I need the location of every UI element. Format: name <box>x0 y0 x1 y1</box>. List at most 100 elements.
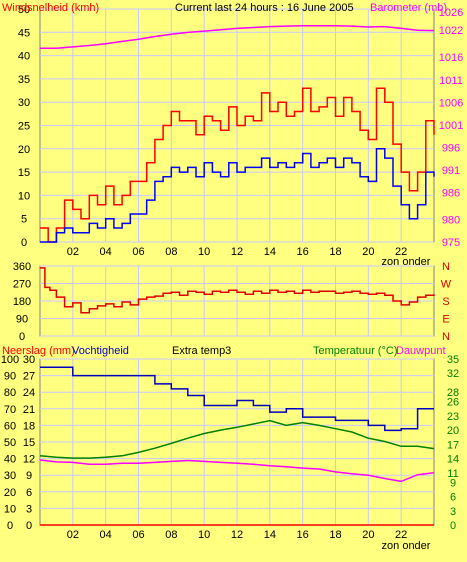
rain-tick-label: 15 <box>23 437 35 449</box>
rain-tick-label: 30 <box>23 354 35 366</box>
rain-axis-title: Neerslag (mm) <box>2 345 75 357</box>
temperature-tick-label: 0 <box>450 520 456 532</box>
humidity-x-tick-label: 08 <box>165 529 177 541</box>
wind-avg-line <box>40 148 435 243</box>
wind-tick-label: 30 <box>18 97 30 109</box>
wind-axis-title: Windsnelheid (kmh) <box>2 2 99 14</box>
humidity-axis-title: Vochtigheid <box>72 345 129 357</box>
direction-tick-label: 360 <box>13 261 31 273</box>
temperature-tick-label: 32 <box>447 368 459 380</box>
direction-tick-label: 270 <box>13 279 31 291</box>
barometer-tick-label: 1016 <box>439 52 463 64</box>
wind-tick-label: 20 <box>18 144 30 156</box>
humidity-tick-label: 50 <box>4 437 16 449</box>
barometer-tick-label: 1001 <box>439 120 463 132</box>
humidity-tick-label: 40 <box>4 454 16 466</box>
rain-tick-label: 0 <box>26 520 32 532</box>
barometer-tick-label: 980 <box>442 214 460 226</box>
direction-tick-label: 0 <box>19 331 25 343</box>
extra-temp-label: Extra temp3 <box>172 345 231 357</box>
humidity-tick-label: 60 <box>4 420 16 432</box>
wind-gust-line <box>40 87 435 243</box>
humidity-x-tick-label: 14 <box>264 529 276 541</box>
wind-x-tick-label: 04 <box>100 246 112 258</box>
temperature-line <box>39 419 435 459</box>
barometer-tick-label: 991 <box>442 165 460 177</box>
wind-tick-label: 50 <box>18 4 30 16</box>
wind-tick-label: 35 <box>18 74 30 86</box>
humidity-tick-label: 30 <box>4 470 16 482</box>
temperature-tick-label: 20 <box>447 425 459 437</box>
temperature-tick-label: 9 <box>450 477 456 489</box>
temperature-tick-label: 3 <box>450 506 456 518</box>
humidity-x-tick-label: 22 <box>395 529 407 541</box>
direction-tick-label: 180 <box>13 296 31 308</box>
temperature-tick-label: 6 <box>450 492 456 504</box>
wind-tick-label: 15 <box>18 167 30 179</box>
humidity-x-tick-label: 20 <box>362 529 374 541</box>
chart-title: Current last 24 hours : 16 June 2005 <box>175 2 354 14</box>
temperature-tick-label: 23 <box>447 411 459 423</box>
humidity-x-tick-label: 06 <box>132 529 144 541</box>
dewpoint-axis-title: Dauwpunt <box>396 345 446 357</box>
barometer-tick-label: 996 <box>442 142 460 154</box>
humidity-x-tick-label: 04 <box>100 529 112 541</box>
wind-x-tick-label: 16 <box>297 246 309 258</box>
direction-compass-label: N <box>442 261 450 273</box>
humidity-x-tick-label: 02 <box>67 529 79 541</box>
wind-x-tick-label: 08 <box>165 246 177 258</box>
direction-compass-label: S <box>442 296 449 308</box>
wind-tick-label: 5 <box>21 214 27 226</box>
humidity-x-tick-label: 12 <box>231 529 243 541</box>
humidity-x-tick-label: 10 <box>198 529 210 541</box>
barometer-tick-label: 1006 <box>439 97 463 109</box>
wind-x-tick-label: 06 <box>132 246 144 258</box>
barometer-axis-title: Barometer (mb) <box>370 2 447 14</box>
humidity-tick-label: 10 <box>4 503 16 515</box>
rain-tick-label: 21 <box>23 404 35 416</box>
barometer-tick-label: 1026 <box>439 7 463 19</box>
wind-x-tick-label: 14 <box>264 246 276 258</box>
barometer-tick-label: 1022 <box>439 25 463 37</box>
temperature-axis-title: Temperatuur (°C) <box>313 345 397 357</box>
rain-tick-label: 18 <box>23 420 35 432</box>
barometer-tick-label: 975 <box>442 237 460 249</box>
humidity-tick-label: 20 <box>4 487 16 499</box>
wind-x-tick-label: 10 <box>198 246 210 258</box>
wind-x-tick-label: 18 <box>329 246 341 258</box>
temperature-tick-label: 28 <box>447 387 459 399</box>
rain-tick-label: 27 <box>23 371 35 383</box>
dewpoint-line <box>39 459 435 483</box>
temperature-tick-label: 26 <box>447 397 459 409</box>
wind-x-tick-label: 02 <box>67 246 79 258</box>
temperature-tick-label: 11 <box>447 468 458 480</box>
wind-x-tick-label: 12 <box>231 246 243 258</box>
humidity-x-tick-label: 16 <box>297 529 309 541</box>
rain-tick-label: 3 <box>26 503 32 515</box>
wind-x-tick-label: 22 <box>395 246 407 258</box>
temperature-tick-label: 17 <box>447 439 459 451</box>
direction-compass-label: N <box>442 331 450 343</box>
wind-tick-label: 10 <box>18 190 30 202</box>
humidity-tick-label: 90 <box>4 371 16 383</box>
rain-tick-label: 12 <box>23 454 35 466</box>
rain-tick-label: 9 <box>26 470 32 482</box>
rain-tick-label: 24 <box>23 387 35 399</box>
wind-tick-label: 25 <box>18 121 30 133</box>
humidity-x-end-label: zon onder <box>382 540 431 552</box>
wind-tick-label: 45 <box>18 27 30 39</box>
humidity-tick-label: 80 <box>4 387 16 399</box>
humidity-line <box>40 366 434 432</box>
temperature-tick-label: 14 <box>447 454 459 466</box>
direction-line <box>40 267 435 314</box>
humidity-tick-label: 100 <box>1 354 19 366</box>
humidity-tick-label: 0 <box>7 520 13 532</box>
wind-tick-label: 40 <box>18 51 30 63</box>
direction-compass-label: E <box>442 314 449 326</box>
humidity-tick-label: 70 <box>4 404 16 416</box>
temperature-tick-label: 35 <box>447 354 459 366</box>
direction-compass-label: W <box>441 279 452 291</box>
barometer-line <box>40 24 435 49</box>
